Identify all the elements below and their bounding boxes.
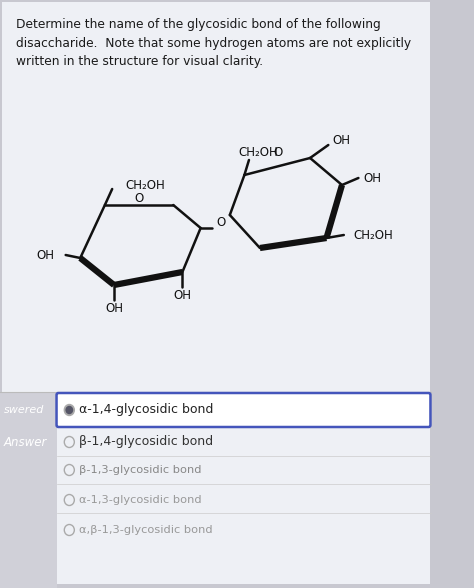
Text: OH: OH [105, 302, 123, 315]
Text: swered: swered [4, 405, 44, 415]
FancyBboxPatch shape [0, 392, 56, 588]
Text: Answer: Answer [4, 436, 47, 449]
Text: O: O [134, 192, 143, 205]
FancyBboxPatch shape [56, 393, 430, 427]
Text: OH: OH [36, 249, 55, 262]
Text: α,β-1,3-glycosidic bond: α,β-1,3-glycosidic bond [79, 525, 213, 535]
Text: β-1,3-glycosidic bond: β-1,3-glycosidic bond [79, 465, 202, 475]
Text: OH: OH [333, 133, 351, 146]
Text: OH: OH [173, 289, 191, 302]
Circle shape [66, 406, 73, 413]
Text: CH₂OH: CH₂OH [353, 229, 392, 242]
Text: OH: OH [363, 172, 381, 185]
Circle shape [64, 405, 74, 416]
Text: CH₂OH: CH₂OH [126, 179, 165, 192]
Text: α-1,4-glycosidic bond: α-1,4-glycosidic bond [79, 403, 214, 416]
Text: CH₂OH: CH₂OH [238, 145, 278, 159]
Text: α-1,3-glycosidic bond: α-1,3-glycosidic bond [79, 495, 202, 505]
FancyBboxPatch shape [2, 2, 430, 584]
Text: β-1,4-glycosidic bond: β-1,4-glycosidic bond [79, 436, 213, 449]
Text: O: O [273, 145, 283, 159]
Text: O: O [216, 215, 225, 229]
Text: Determine the name of the glycosidic bond of the following
disaccharide.  Note t: Determine the name of the glycosidic bon… [17, 18, 411, 68]
